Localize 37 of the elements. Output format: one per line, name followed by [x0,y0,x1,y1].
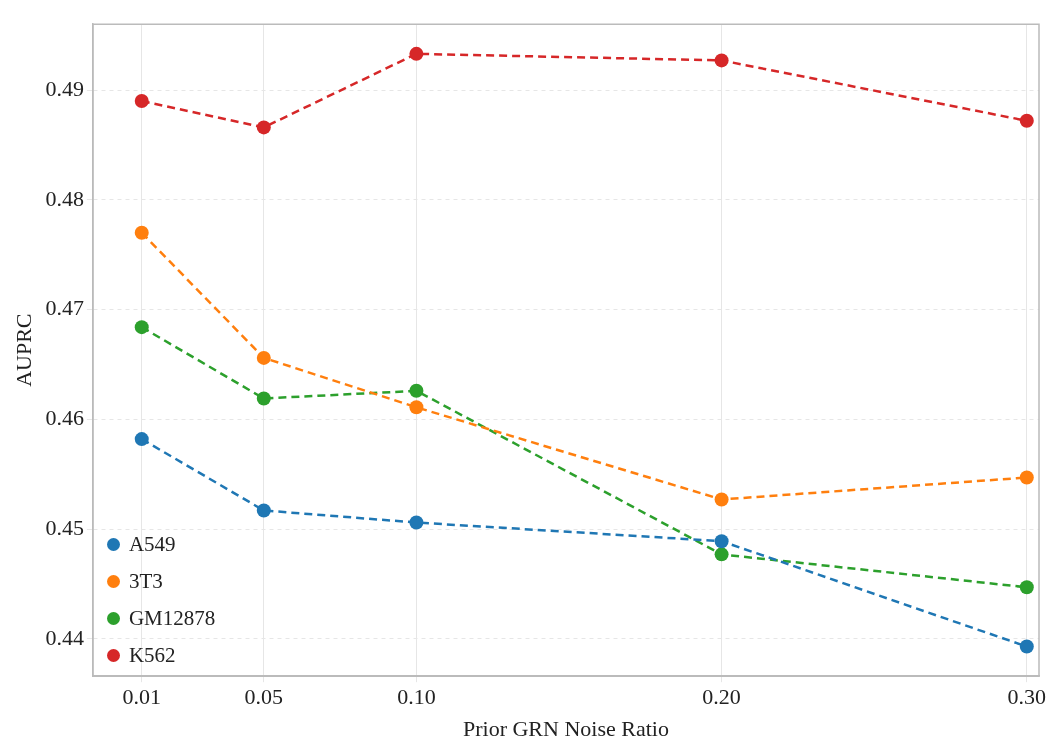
y-tick-label: 0.45 [45,514,84,540]
x-axis-title: Prior GRN Noise Ratio [462,715,669,741]
y-tick-label: 0.49 [45,75,84,101]
x-tick-label: 0.20 [702,684,741,710]
point [409,400,424,415]
point [134,94,149,109]
point [256,350,271,365]
legend-label: K562 [128,643,176,669]
x-tick-label: 0.01 [122,684,161,710]
point [409,383,424,398]
legend-label: 3T3 [128,569,163,595]
legend-label: GM12878 [128,606,216,632]
point [409,46,424,61]
point [134,320,149,335]
point [1019,580,1034,595]
point [714,492,729,507]
point [714,547,729,562]
x-tick-label: 0.10 [397,684,436,710]
point [714,53,729,68]
y-tick-label: 0.46 [45,405,84,431]
point [256,503,271,518]
point [1019,470,1034,485]
point [256,391,271,406]
point [1019,639,1034,654]
y-tick-label: 0.48 [45,185,84,211]
point [134,432,149,447]
y-tick-label: 0.47 [45,295,84,321]
y-axis-title: AUPRC [10,313,36,387]
point [134,225,149,240]
legend-label: A549 [128,532,176,558]
y-tick-label: 0.44 [45,624,84,650]
x-tick-label: 0.05 [244,684,284,710]
point [256,120,271,135]
point [409,515,424,530]
point [1019,113,1034,128]
x-tick-label: 0.30 [1007,684,1047,710]
point [714,534,729,549]
